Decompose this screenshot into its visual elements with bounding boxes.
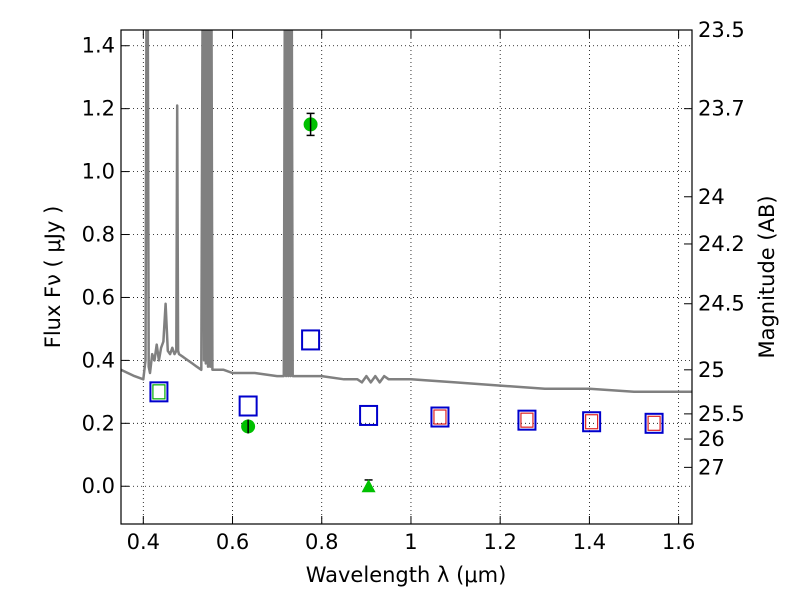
model-photometry-square [582, 411, 602, 433]
model-photometry-square [644, 412, 664, 434]
right-axis-title: Magnitude (AB) [755, 195, 779, 358]
x-tick-label: 0.8 [305, 530, 338, 554]
model-photometry-square [517, 409, 537, 431]
x-axis-title: Wavelength λ (μm) [306, 563, 507, 587]
plot-background [121, 30, 692, 524]
y-tick-label: 1.4 [82, 34, 115, 58]
right-tick-label: 23.7 [698, 97, 745, 121]
right-tick-label: 24.2 [698, 232, 745, 256]
upper-limit-triangle [361, 479, 376, 493]
y-tick-label: 0.4 [82, 348, 115, 372]
y-tick-label: 0.0 [82, 474, 115, 498]
right-tick-label: 26 [698, 427, 725, 451]
x-tick-label: 0.6 [216, 530, 249, 554]
data-layer [121, 30, 692, 493]
model-photometry-square [359, 404, 379, 426]
model-photometry-square [149, 381, 169, 403]
x-tick-label: 0.4 [127, 530, 160, 554]
x-tick-label: 1.2 [483, 530, 516, 554]
right-tick-label: 24.5 [698, 292, 745, 316]
model-photometry-inner-square [647, 415, 661, 431]
plot-frame [120, 29, 693, 525]
model-photometry-square [238, 395, 258, 417]
model-photometry-inner-square [433, 409, 447, 425]
x-tick-label: 1.6 [662, 530, 695, 554]
y-tick-label: 0.2 [82, 411, 115, 435]
y-tick-label: 0.6 [82, 285, 115, 309]
model-photometry-inner-square [152, 384, 166, 400]
model-photometry-inner-square [585, 414, 599, 430]
y-tick-label: 0.8 [82, 223, 115, 247]
y-tick-label: 1.2 [82, 97, 115, 121]
model-photometry-square [430, 406, 450, 428]
model-photometry-inner-square [520, 412, 534, 428]
y-axis-title: Flux Fν ( μJy ) [41, 206, 65, 349]
x-tick-label: 1 [404, 530, 417, 554]
sed-curve [121, 30, 692, 394]
right-tick-label: 25.5 [698, 402, 745, 426]
x-tick-label: 1.4 [573, 530, 606, 554]
model-photometry-square [301, 329, 321, 351]
right-tick-label: 23.5 [698, 18, 745, 42]
axis-ticks: 0.4 0.6 0.8 1 1.2 1.4 1.6 0.0 0.2 0.4 0.6 0.8 1.0 1.2… [82, 18, 745, 554]
right-tick-label: 27 [698, 455, 725, 479]
y-tick-label: 1.0 [82, 160, 115, 184]
right-tick-label: 25 [698, 358, 725, 382]
right-tick-label: 24 [698, 185, 725, 209]
